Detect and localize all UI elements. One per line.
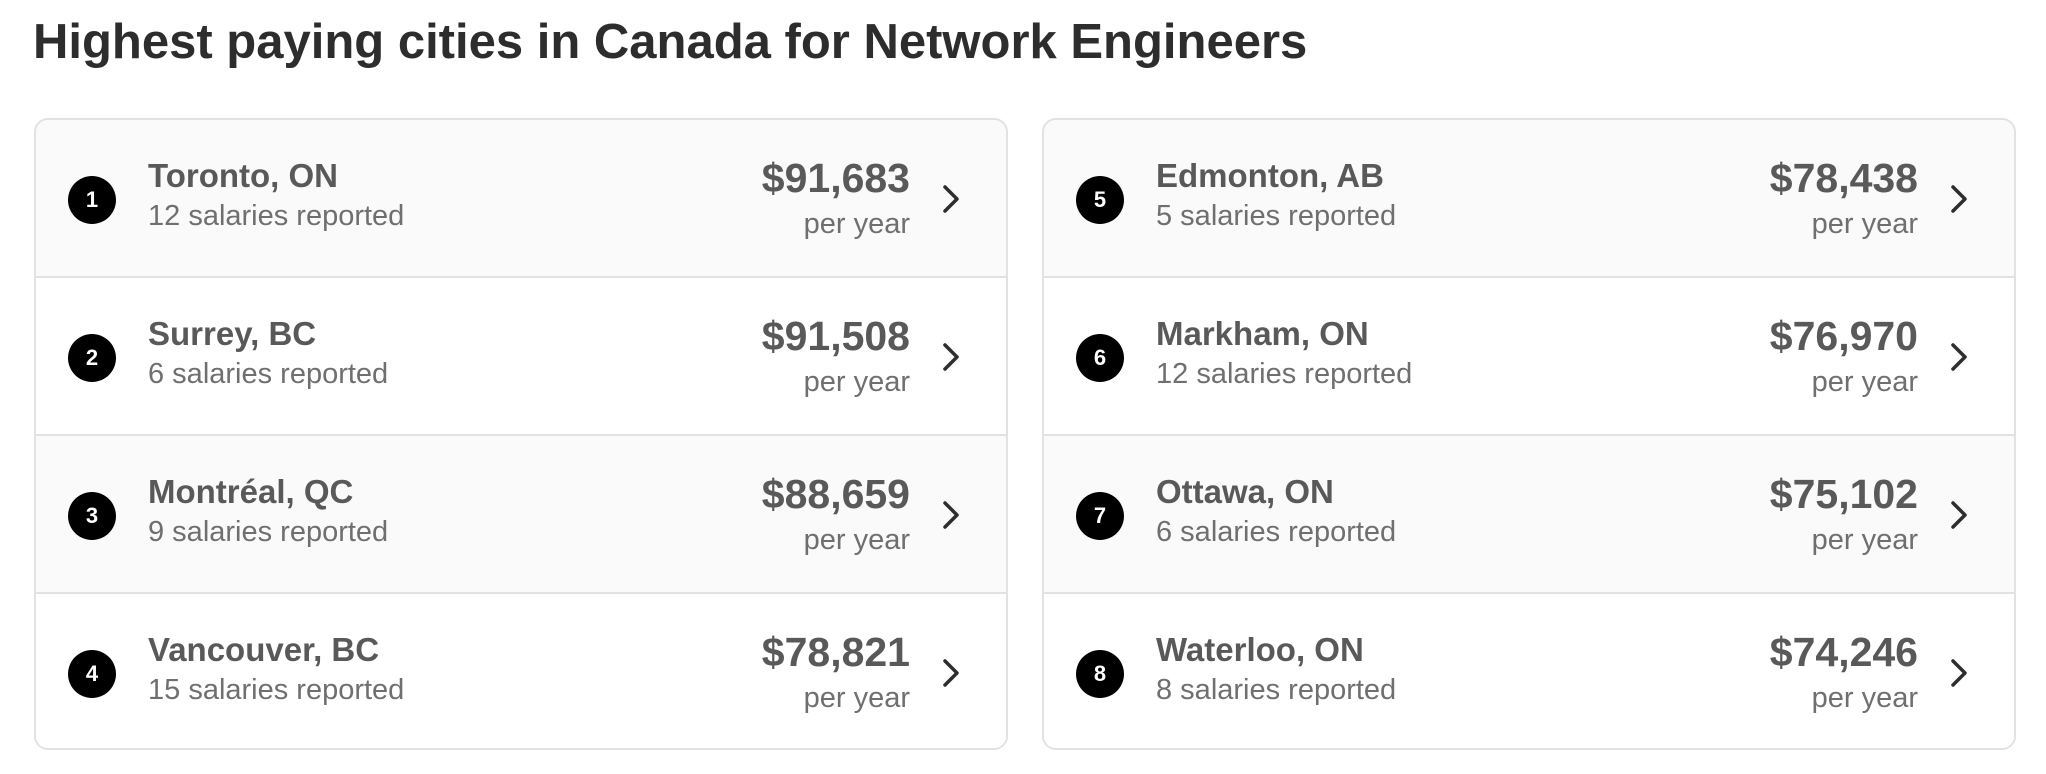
- city-name: Vancouver, BC: [148, 631, 380, 668]
- city-name: Montréal, QC: [148, 473, 354, 510]
- salaries-reported: 12 salaries reported: [1156, 358, 1413, 390]
- salary-amount: $78,821: [761, 629, 910, 675]
- city-row-surrey[interactable]: 2 Surrey, BC 6 salaries reported $91,508…: [36, 278, 1006, 436]
- chevron-right-icon[interactable]: [1948, 499, 1970, 531]
- salaries-reported: 15 salaries reported: [148, 674, 405, 706]
- salary-period: per year: [1811, 682, 1918, 714]
- salary-period: per year: [803, 524, 910, 556]
- salaries-reported: 9 salaries reported: [148, 516, 389, 548]
- rank-badge: 2: [68, 334, 116, 382]
- rank-badge: 7: [1076, 492, 1124, 540]
- city-row-montreal[interactable]: 3 Montréal, QC 9 salaries reported $88,6…: [36, 436, 1006, 594]
- salary-period: per year: [1811, 524, 1918, 556]
- city-list-left: 1 Toronto, ON 12 salaries reported $91,6…: [34, 118, 1008, 750]
- salary-period: per year: [803, 366, 910, 398]
- city-row-ottawa[interactable]: 7 Ottawa, ON 6 salaries reported $75,102…: [1044, 436, 2014, 594]
- city-row-edmonton[interactable]: 5 Edmonton, AB 5 salaries reported $78,4…: [1044, 120, 2014, 278]
- chevron-right-icon[interactable]: [940, 341, 962, 373]
- salary-amount: $88,659: [761, 471, 910, 517]
- city-name: Ottawa, ON: [1156, 473, 1334, 510]
- city-row-vancouver[interactable]: 4 Vancouver, BC 15 salaries reported $78…: [36, 594, 1006, 748]
- city-name: Surrey, BC: [148, 315, 317, 352]
- rank-badge: 1: [68, 176, 116, 224]
- chevron-right-icon[interactable]: [940, 499, 962, 531]
- salary-period: per year: [803, 208, 910, 240]
- salary-amount: $75,102: [1769, 471, 1918, 517]
- city-row-toronto[interactable]: 1 Toronto, ON 12 salaries reported $91,6…: [36, 120, 1006, 278]
- salaries-reported: 8 salaries reported: [1156, 674, 1397, 706]
- city-name: Toronto, ON: [148, 157, 339, 194]
- rank-badge: 6: [1076, 334, 1124, 382]
- chevron-right-icon[interactable]: [1948, 657, 1970, 689]
- city-name: Edmonton, AB: [1156, 157, 1384, 194]
- salary-amount: $74,246: [1769, 629, 1918, 675]
- salary-amount: $78,438: [1769, 155, 1918, 201]
- chevron-right-icon[interactable]: [940, 183, 962, 215]
- chevron-right-icon[interactable]: [1948, 183, 1970, 215]
- salaries-reported: 5 salaries reported: [1156, 200, 1397, 232]
- city-list-right: 5 Edmonton, AB 5 salaries reported $78,4…: [1042, 118, 2016, 750]
- salary-period: per year: [1811, 366, 1918, 398]
- salaries-reported: 12 salaries reported: [148, 200, 405, 232]
- rank-badge: 3: [68, 492, 116, 540]
- salaries-reported: 6 salaries reported: [148, 358, 389, 390]
- city-name: Markham, ON: [1156, 315, 1369, 352]
- salary-amount: $91,683: [761, 155, 910, 201]
- city-name: Waterloo, ON: [1156, 631, 1364, 668]
- salary-period: per year: [803, 682, 910, 714]
- chevron-right-icon[interactable]: [940, 657, 962, 689]
- salary-amount: $76,970: [1769, 313, 1918, 359]
- chevron-right-icon[interactable]: [1948, 341, 1970, 373]
- city-row-waterloo[interactable]: 8 Waterloo, ON 8 salaries reported $74,2…: [1044, 594, 2014, 748]
- salaries-reported: 6 salaries reported: [1156, 516, 1397, 548]
- rank-badge: 8: [1076, 650, 1124, 698]
- rank-badge: 5: [1076, 176, 1124, 224]
- salary-amount: $91,508: [761, 313, 910, 359]
- rank-badge: 4: [68, 650, 116, 698]
- city-row-markham[interactable]: 6 Markham, ON 12 salaries reported $76,9…: [1044, 278, 2014, 436]
- page-title: Highest paying cities in Canada for Netw…: [33, 15, 1308, 69]
- salary-period: per year: [1811, 208, 1918, 240]
